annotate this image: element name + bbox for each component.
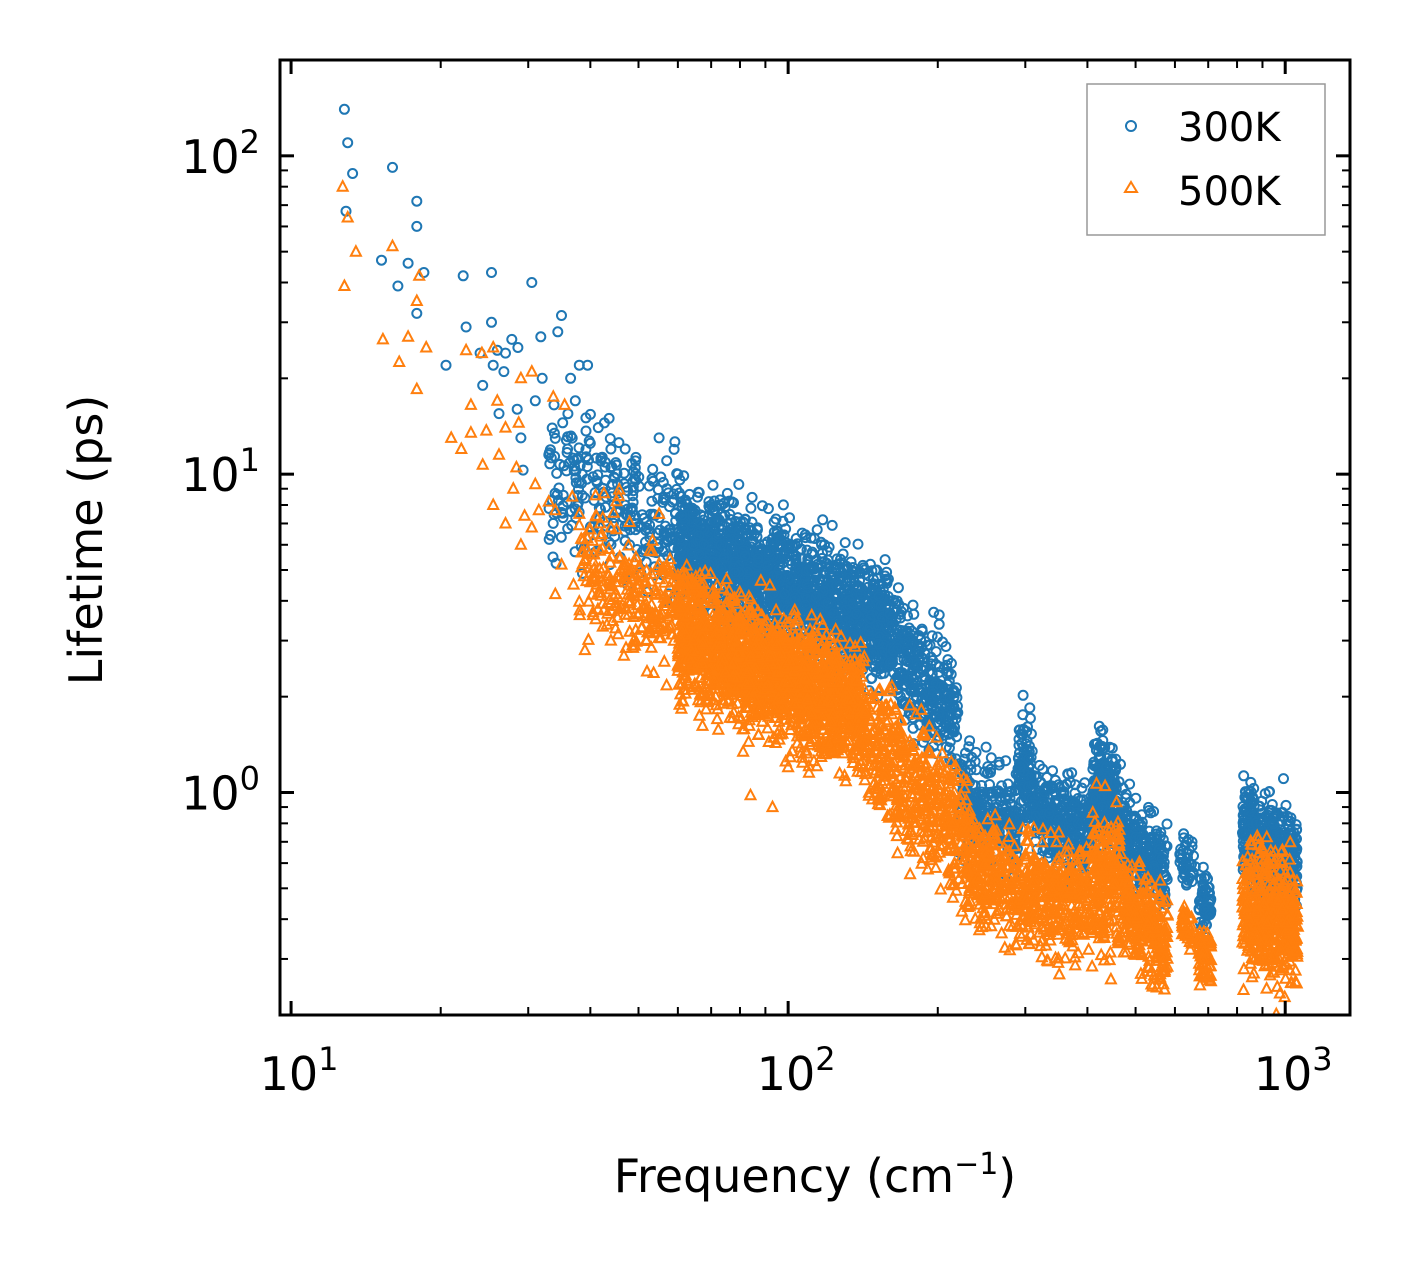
data-point <box>627 481 639 493</box>
data-point <box>659 537 670 548</box>
data-point <box>546 422 558 434</box>
data-point <box>581 461 593 473</box>
data-point <box>621 503 633 515</box>
data-point <box>562 523 574 535</box>
series-300K <box>338 103 1303 943</box>
data-point <box>650 547 662 559</box>
data-point <box>547 551 559 563</box>
data-point <box>553 494 564 506</box>
data-point <box>605 462 617 474</box>
data-point <box>669 436 681 448</box>
data-point <box>630 524 641 536</box>
data-point <box>580 425 592 437</box>
data-point <box>572 497 584 509</box>
data-point <box>630 474 642 486</box>
data-point <box>567 452 579 464</box>
data-point <box>604 433 616 445</box>
data-point <box>674 474 686 486</box>
data-point <box>733 478 745 490</box>
data-point <box>551 467 563 479</box>
data-point <box>573 483 584 495</box>
data-point <box>613 437 625 449</box>
data-point <box>652 493 664 504</box>
data-point <box>609 472 621 484</box>
data-point <box>745 502 757 514</box>
data-point <box>826 519 838 531</box>
data-point <box>603 412 615 424</box>
data-point <box>562 431 574 443</box>
data-point <box>573 442 585 454</box>
data-point <box>558 460 570 472</box>
data-point <box>591 477 603 489</box>
data-point <box>561 465 572 477</box>
data-point <box>668 443 680 455</box>
data-point <box>549 432 561 444</box>
data-point <box>555 531 567 543</box>
data-point <box>551 489 563 501</box>
data-point <box>673 487 685 499</box>
data-point <box>548 427 560 439</box>
data-point <box>553 482 565 494</box>
data-point <box>592 469 604 481</box>
data-point <box>600 501 611 513</box>
data-point <box>580 412 592 424</box>
data-point <box>839 537 851 549</box>
data-point <box>654 524 666 536</box>
data-point <box>547 517 559 529</box>
data-point <box>618 467 630 479</box>
data-point <box>693 487 705 499</box>
data-point <box>627 496 639 508</box>
data-point <box>636 509 648 521</box>
data-point <box>756 500 768 512</box>
data-point <box>646 495 658 507</box>
data-point <box>762 503 774 515</box>
data-point <box>661 455 673 467</box>
data-point <box>545 529 557 541</box>
data-point <box>603 536 615 548</box>
data-point <box>593 502 605 514</box>
data-point <box>765 590 776 602</box>
data-point <box>580 451 592 463</box>
data-point <box>661 527 673 539</box>
data-point <box>746 491 758 503</box>
data-point <box>707 479 719 491</box>
